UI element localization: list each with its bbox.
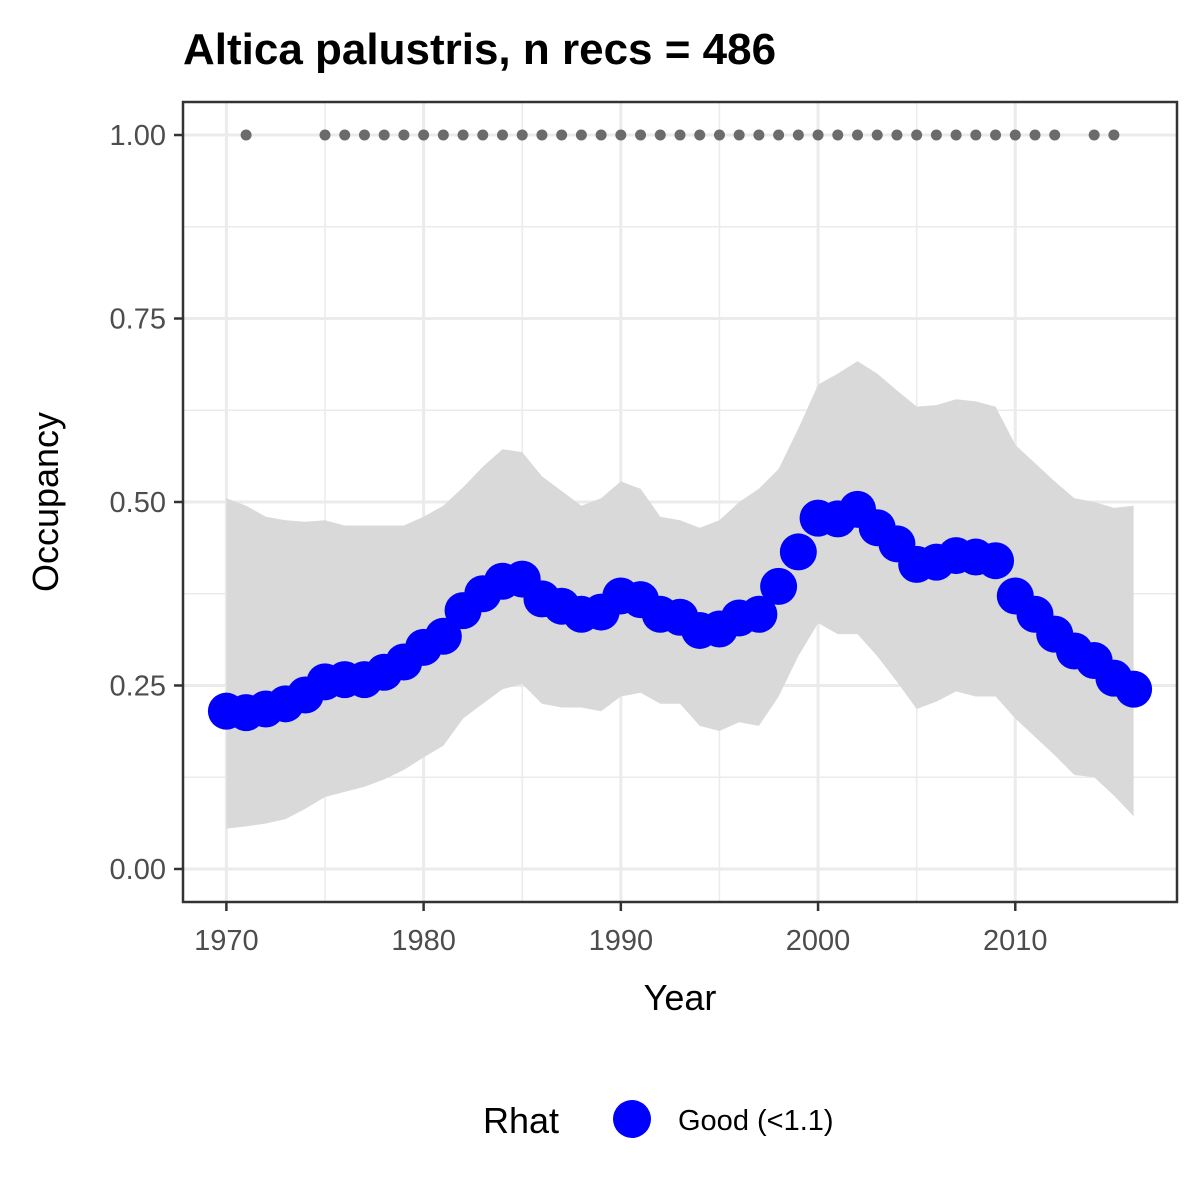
record-point — [1029, 129, 1041, 141]
record-point — [1009, 129, 1021, 141]
x-axis: 1970 1980 1990 2000 2010 — [194, 902, 1048, 957]
record-point — [1088, 129, 1100, 141]
record-point — [418, 129, 430, 141]
record-point — [240, 129, 252, 141]
y-tick-label: 0.00 — [110, 854, 166, 886]
y-tick-label: 0.25 — [110, 670, 166, 702]
credible-interval-ribbon — [226, 361, 1134, 829]
record-point — [950, 129, 962, 141]
record-point — [1049, 129, 1061, 141]
record-point — [437, 129, 449, 141]
record-point — [911, 129, 923, 141]
record-point — [891, 129, 903, 141]
x-tick-label: 1990 — [589, 925, 654, 957]
x-tick-label: 1980 — [391, 925, 456, 957]
record-point — [398, 129, 410, 141]
y-tick-label: 1.00 — [110, 120, 166, 152]
record-point — [358, 129, 370, 141]
record-points — [240, 129, 1120, 141]
record-point — [713, 129, 725, 141]
estimate-point — [740, 595, 778, 633]
record-point — [990, 129, 1002, 141]
x-tick-label: 2000 — [786, 925, 851, 957]
record-point — [1108, 129, 1120, 141]
record-point — [635, 129, 647, 141]
record-point — [595, 129, 607, 141]
legend-title: Rhat — [483, 1100, 559, 1141]
x-tick-label: 1970 — [194, 925, 259, 957]
record-point — [792, 129, 804, 141]
record-point — [378, 129, 390, 141]
legend: Rhat Good (<1.1) — [483, 1100, 834, 1141]
record-point — [536, 129, 548, 141]
record-point — [694, 129, 706, 141]
plot-panel — [181, 100, 1179, 904]
legend-key-good — [613, 1100, 651, 1138]
record-point — [319, 129, 331, 141]
record-point — [852, 129, 863, 141]
record-point — [339, 129, 351, 141]
legend-label-good: Good (<1.1) — [678, 1105, 834, 1137]
estimate-point — [779, 533, 817, 571]
record-point — [812, 129, 824, 141]
record-point — [733, 129, 745, 141]
estimate-point — [424, 617, 462, 655]
record-point — [615, 129, 627, 141]
y-axis-title: Occupancy — [25, 412, 66, 592]
record-point — [575, 129, 587, 141]
record-point — [516, 129, 528, 141]
record-point — [674, 129, 686, 141]
record-point — [832, 129, 844, 141]
record-point — [477, 129, 489, 141]
chart-title: Altica palustris, n recs = 486 — [183, 25, 776, 74]
record-point — [970, 129, 982, 141]
y-axis: 0.00 0.25 0.50 0.75 1.00 — [110, 120, 183, 886]
record-point — [753, 129, 765, 141]
x-axis-title: Year — [644, 977, 717, 1018]
record-point — [930, 129, 942, 141]
estimate-points — [207, 490, 1153, 732]
estimate-point — [1115, 670, 1153, 708]
y-tick-label: 0.75 — [110, 304, 166, 336]
record-point — [654, 129, 666, 141]
record-point — [871, 129, 883, 141]
x-tick-label: 2010 — [983, 925, 1048, 957]
record-point — [497, 129, 508, 141]
record-point — [773, 129, 785, 141]
estimate-point — [977, 542, 1015, 580]
estimate-point — [760, 567, 798, 605]
record-point — [556, 129, 568, 141]
record-point — [457, 129, 469, 141]
y-tick-label: 0.50 — [110, 487, 166, 519]
